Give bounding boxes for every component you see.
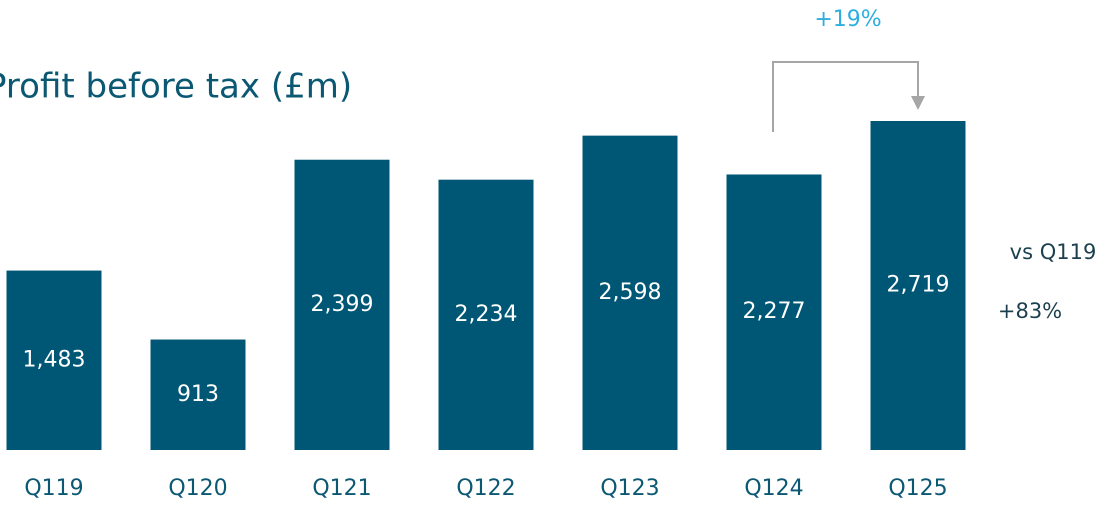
x-tick-label: Q120 — [168, 476, 227, 501]
value-label: 913 — [177, 382, 219, 407]
x-tick-label: Q121 — [312, 476, 371, 501]
bar — [294, 159, 390, 450]
x-tick-label: Q123 — [600, 476, 659, 501]
x-tick-label: Q119 — [24, 476, 83, 501]
x-tick-label: Q125 — [888, 476, 947, 501]
bar — [438, 179, 534, 450]
x-tick-label: Q124 — [744, 476, 803, 501]
change-arrow — [911, 96, 925, 110]
chart-title: Profit before tax (£m) — [0, 67, 352, 107]
bar — [582, 135, 678, 450]
bar — [870, 121, 966, 450]
x-tick-label: Q122 — [456, 476, 515, 501]
change-bracket — [772, 61, 919, 132]
value-label: 2,277 — [743, 299, 806, 324]
value-label: 1,483 — [23, 347, 86, 372]
compare-value: +83% — [998, 299, 1062, 323]
value-label: 2,719 — [887, 273, 950, 298]
compare-label: vs Q119 — [1010, 240, 1097, 264]
value-label: 2,598 — [599, 280, 662, 305]
bar — [150, 339, 246, 450]
bar — [726, 174, 822, 450]
value-label: 2,399 — [311, 292, 374, 317]
change-annotation: +19% — [814, 7, 881, 32]
value-label: 2,234 — [455, 302, 518, 327]
bar — [6, 270, 102, 450]
